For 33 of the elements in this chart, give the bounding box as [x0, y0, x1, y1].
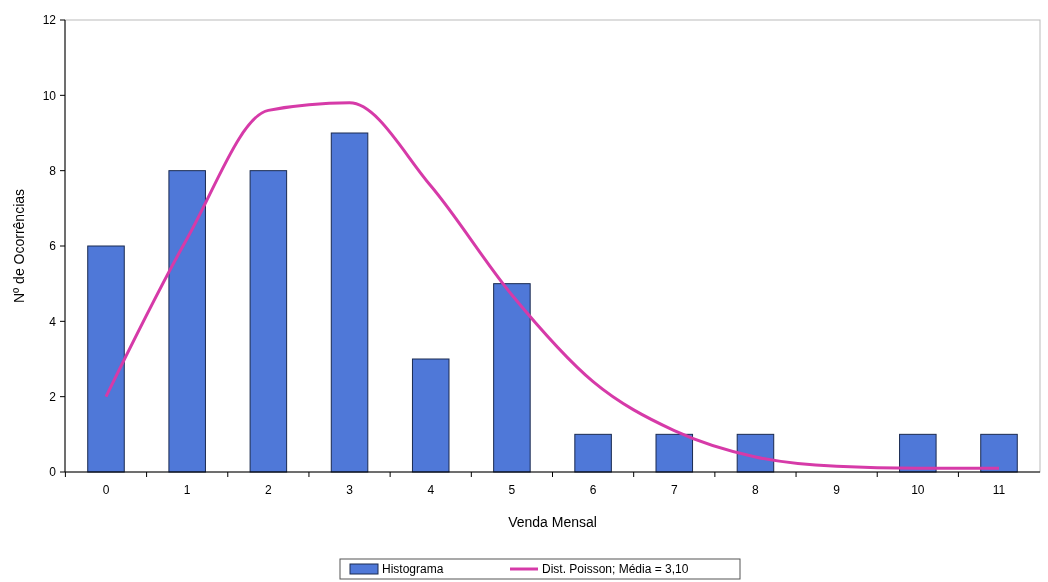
x-tick-label: 5 [508, 483, 516, 497]
y-tick-label: 4 [49, 314, 57, 329]
y-tick-label: 12 [42, 13, 57, 28]
bar [980, 433, 1018, 473]
bar [655, 433, 694, 473]
bar [574, 433, 612, 473]
line-series [104, 101, 1001, 470]
y-tick-label: 6 [49, 239, 57, 254]
bar [411, 358, 450, 473]
x-tick-label: 9 [833, 483, 841, 497]
y-tick-label: 2 [49, 389, 57, 404]
bar [87, 245, 125, 473]
bar [330, 132, 369, 473]
x-tick-label: 2 [265, 483, 273, 497]
x-axis-title: Venda Mensal [508, 514, 597, 530]
bar [168, 170, 206, 473]
bar [493, 283, 531, 473]
x-tick-label: 7 [670, 483, 678, 497]
x-tick-label: 4 [427, 483, 435, 497]
x-tick-label: 6 [589, 483, 597, 497]
y-tick-label: 0 [49, 465, 57, 480]
x-tick-label: 11 [992, 483, 1006, 497]
x-tick-label: 3 [346, 483, 354, 497]
x-tick-label: 10 [911, 483, 925, 497]
y-tick-label: 8 [49, 163, 57, 178]
y-tick-label: 10 [42, 88, 57, 103]
x-tick-label: 8 [752, 483, 760, 497]
x-tick-label: 0 [102, 483, 110, 497]
y-axis-title: Nº de Ocorrências [11, 188, 27, 304]
legend-label: Dist. Poisson; Média = 3,10 [542, 562, 689, 576]
x-tick-label: 1 [183, 483, 191, 497]
legend-label: Histograma [382, 562, 444, 576]
bar [249, 170, 288, 473]
